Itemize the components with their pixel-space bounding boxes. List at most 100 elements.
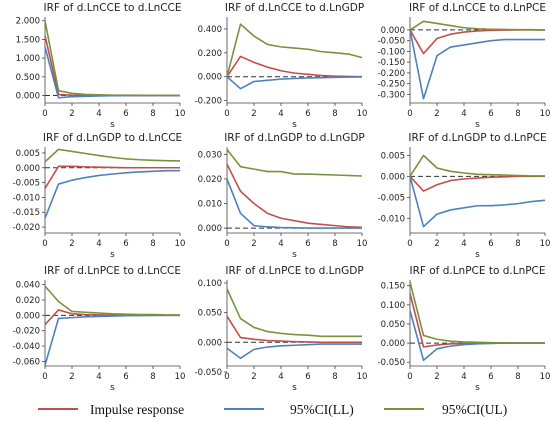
y-tick-label: 0.000 [381, 172, 405, 182]
x-tick-label: 10 [357, 109, 368, 119]
x-tick-label: 6 [123, 109, 128, 119]
panel-4: IRF of d.LnGDP to d.LnCCE -0.020 -0.015 -0.… [13, 132, 186, 260]
series-line-ci-ll [44, 314, 180, 366]
y-tick-label: -0.060 [13, 357, 40, 367]
y-tick-label: 0.150 [381, 282, 405, 292]
legend-label-impulse-response: Impulse response [90, 402, 184, 417]
panel-7: IRF of d.LnPCE to d.LnCCE -0.060 -0.040 -0.… [13, 265, 186, 393]
x-tick-label: 8 [332, 109, 337, 119]
series-line-ci-ll [44, 46, 180, 99]
x-tick-label: 0 [407, 372, 412, 382]
panel-title: IRF of d.LnCCE to d.LnPCE [409, 2, 546, 14]
x-tick-label: 2 [251, 372, 256, 382]
series-line-ci-ul [409, 20, 546, 31]
y-tick-label: -0.200 [195, 97, 222, 107]
panel-title: IRF of d.LnGDP to d.LnPCE [408, 132, 546, 144]
y-tick-label: 0.000 [16, 92, 40, 102]
y-tick-label: -0.050 [378, 37, 405, 47]
panel-title: IRF of d.LnGDP to d.LnGDP [224, 132, 365, 144]
x-tick-label: 4 [461, 372, 466, 382]
y-tick-label: -0.050 [195, 368, 222, 378]
x-tick-label: 4 [461, 239, 466, 249]
x-tick-label: 2 [434, 372, 439, 382]
y-tick-label: 0.000 [16, 311, 40, 321]
x-tick-label: 8 [150, 372, 155, 382]
y-tick-label: 1.500 [16, 35, 40, 45]
series-line-ci-ul [44, 20, 181, 97]
y-tick-label: -0.300 [378, 90, 405, 100]
x-axis-label: s [110, 383, 115, 393]
y-tick-label: -0.250 [378, 80, 405, 90]
y-tick-label: 0.030 [198, 150, 222, 160]
series-line-ci-ul [409, 154, 545, 177]
x-tick-label: 6 [488, 109, 493, 119]
x-tick-label: 0 [42, 239, 47, 249]
panel-title: IRF of d.LnPCE to d.LnCCE [44, 265, 181, 277]
x-tick-label: 6 [305, 372, 310, 382]
panel-title: IRF of d.LnPCE to d.LnPCE [409, 265, 545, 277]
panels-group: IRF of d.LnCCE to d.LnCCE 0.000 0.500 1.000… [13, 2, 550, 393]
x-tick-label: 2 [434, 239, 439, 249]
x-tick-label: 10 [357, 372, 368, 382]
x-tick-label: 10 [357, 239, 368, 249]
y-tick-label: 0.000 [381, 339, 405, 349]
y-tick-label: -0.020 [13, 223, 40, 233]
x-tick-label: 4 [278, 239, 283, 249]
series-line-impulse-response [226, 55, 363, 78]
series-line-impulse-response [409, 175, 545, 192]
series-line-ci-ll [409, 29, 545, 100]
x-axis-label: s [292, 120, 297, 130]
panel-8: IRF of d.LnPCE to d.LnGDP -0.050 0.000 0.05… [195, 265, 368, 393]
x-tick-label: 6 [305, 109, 310, 119]
y-tick-label: -0.005 [378, 193, 405, 203]
series-line-ci-ll [226, 178, 362, 229]
series-line-ci-ll [226, 76, 363, 90]
series-line-impulse-response [44, 165, 180, 189]
y-tick-label: -0.015 [13, 208, 40, 218]
x-tick-label: 0 [224, 109, 229, 119]
x-tick-label: 6 [305, 239, 310, 249]
x-tick-label: 4 [278, 109, 283, 119]
y-tick-label: 0.040 [16, 281, 40, 291]
y-tick-label: 0.005 [381, 151, 405, 161]
x-tick-label: 8 [150, 239, 155, 249]
y-tick-label: 0.050 [198, 309, 222, 319]
x-tick-label: 2 [251, 109, 256, 119]
y-tick-label: -0.010 [378, 214, 405, 224]
y-tick-label: -0.040 [13, 342, 40, 352]
x-tick-label: 6 [123, 372, 128, 382]
x-tick-label: 8 [515, 372, 520, 382]
legend: Impulse response 95%CI(LL) 95%CI(UL) [38, 402, 507, 417]
series-line-ci-ll [226, 343, 362, 360]
y-tick-label: 0.050 [381, 320, 405, 330]
x-axis-label: s [292, 250, 297, 260]
legend-label-ci-ul: 95%CI(UL) [442, 402, 507, 417]
x-tick-label: 10 [540, 239, 550, 249]
x-tick-label: 4 [96, 372, 101, 382]
x-axis-label: s [292, 383, 297, 393]
y-tick-label: -0.150 [378, 58, 405, 68]
x-tick-label: 4 [96, 109, 101, 119]
y-tick-label: 0.020 [16, 296, 40, 306]
panel-title: IRF of d.LnCCE to d.LnGDP [225, 2, 364, 14]
panel-1: IRF of d.LnCCE to d.LnCCE 0.000 0.500 1.000… [16, 2, 186, 130]
y-tick-label: -0.010 [13, 193, 40, 203]
x-tick-label: 6 [488, 239, 493, 249]
x-tick-label: 10 [175, 239, 186, 249]
panel-2: IRF of d.LnCCE to d.LnGDP -0.200 0.000 0.20… [195, 2, 368, 130]
y-tick-label: 2.000 [16, 17, 40, 27]
series-line-impulse-response [409, 293, 545, 348]
x-tick-label: 0 [407, 239, 412, 249]
series-line-impulse-response [226, 315, 362, 344]
panel-title: IRF of d.LnCCE to d.LnCCE [43, 2, 181, 14]
series-line-ci-ll [44, 169, 180, 219]
x-axis-label: s [110, 250, 115, 260]
series-line-ci-ul [44, 285, 180, 316]
x-tick-label: 2 [69, 372, 74, 382]
panel-9: IRF of d.LnPCE to d.LnPCE -0.050 0.000 0.05… [378, 265, 550, 393]
y-tick-label: 0.000 [16, 164, 40, 174]
y-tick-label: 0.010 [198, 200, 222, 210]
series-line-impulse-response [44, 35, 180, 97]
x-tick-label: 0 [224, 239, 229, 249]
y-tick-label: 0.000 [381, 26, 405, 36]
